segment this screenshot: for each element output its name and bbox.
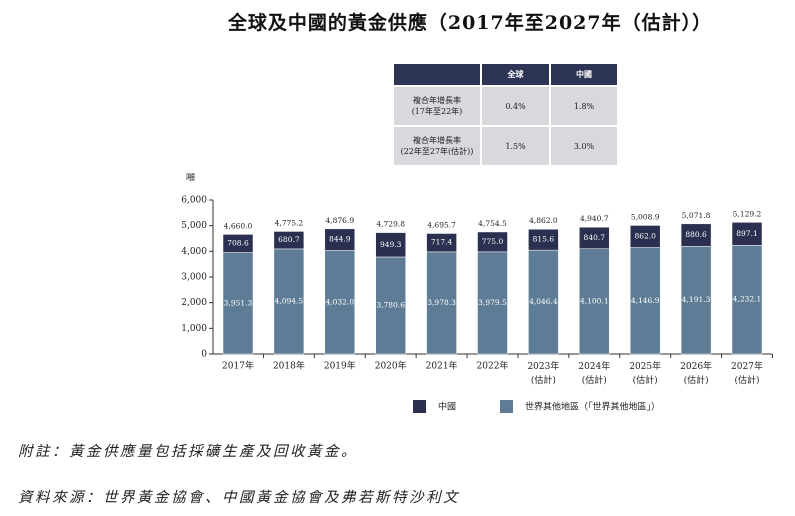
total-label: 4,660.0 xyxy=(224,221,253,230)
bar-segment xyxy=(579,248,610,355)
bar-segment xyxy=(273,248,305,355)
total-label: 4,729.8 xyxy=(376,220,405,229)
bar-segment xyxy=(222,234,254,253)
chart: 噸 0 1,000 2,000 3,000 4,000 5,000 6,000 2017年 3,9… xyxy=(181,172,773,413)
bar-segment xyxy=(375,256,406,355)
x-tick-label: 2021年 xyxy=(426,360,458,372)
segment-label: 4,191.3 xyxy=(682,295,711,304)
table-cell: 0.4% xyxy=(480,85,551,127)
bar-segment xyxy=(375,232,406,258)
table-cell: 複合年增長率 (17年至22年) xyxy=(392,85,482,127)
table-cell: 3.0% xyxy=(549,125,619,167)
y-tick-label: 5,000 xyxy=(181,221,207,231)
y-tick-label: 0 xyxy=(201,350,207,360)
total-label: 5,129.2 xyxy=(733,209,762,218)
segment-label: 4,046.4 xyxy=(529,297,558,306)
segment-label: 4,094.5 xyxy=(275,296,304,305)
total-label: 4,695.7 xyxy=(427,220,456,229)
segment-label: 708.6 xyxy=(227,238,249,247)
segment-label: 815.6 xyxy=(533,235,555,244)
bar-segment xyxy=(324,250,356,355)
total-label: 4,940.7 xyxy=(580,214,609,223)
bar-segment xyxy=(629,225,661,248)
segment-label: 717.4 xyxy=(431,238,453,247)
bar-segment xyxy=(273,231,305,250)
bar-segment xyxy=(731,245,763,355)
total-label: 4,775.2 xyxy=(275,218,304,227)
total-label: 5,071.8 xyxy=(682,211,711,220)
legend-label: 中國 xyxy=(438,401,456,413)
bar-segment xyxy=(579,226,610,250)
table-cell: 複合年增長率 (22年至27年(估計)) xyxy=(392,125,482,167)
bar-segment xyxy=(426,251,457,355)
total-label: 5,008.9 xyxy=(631,212,660,221)
segment-label: 880.6 xyxy=(685,230,707,239)
table-header: 全球 xyxy=(480,62,551,87)
segment-label: 897.1 xyxy=(736,229,757,238)
x-tick-label: 2020年 xyxy=(375,360,407,372)
segment-label: 4,146.9 xyxy=(631,296,660,305)
bar-segment xyxy=(680,223,712,247)
table-header: 中國 xyxy=(549,62,619,87)
bar-segment xyxy=(324,228,356,251)
total-label: 4,862.0 xyxy=(529,216,558,225)
source: 資料來源：世界黃金協會、中國黃金協會及弗若斯特沙利文 xyxy=(18,490,460,506)
bar-segment xyxy=(680,246,712,355)
legend-swatch xyxy=(413,400,426,413)
segment-label: 862.0 xyxy=(634,232,656,241)
segment-label: 4,232.1 xyxy=(733,295,762,304)
y-tick-label: 4,000 xyxy=(181,247,207,257)
bar-segment xyxy=(528,228,559,251)
table-cell: 1.5% xyxy=(480,125,551,167)
bar-segment xyxy=(528,249,559,355)
total-label: 4,754.5 xyxy=(478,219,507,228)
total-label: 4,876.9 xyxy=(325,216,354,225)
segment-label: 3,951.3 xyxy=(224,298,253,307)
x-tick-label: 2019年 xyxy=(324,360,356,372)
segment-label: 3,979.5 xyxy=(478,298,507,307)
segment-label: 840.7 xyxy=(584,233,606,242)
x-tick-label: 2024年(估計) xyxy=(578,360,610,386)
legend-label: 世界其他地區（「世界其他地區」） xyxy=(525,401,660,413)
bar-segment xyxy=(477,231,508,253)
segment-label: 4,100.1 xyxy=(580,296,609,305)
y-tick-label: 3,000 xyxy=(181,273,207,283)
x-tick-label: 2022年 xyxy=(477,360,509,372)
segment-label: 775.0 xyxy=(482,237,504,246)
segment-label: 680.7 xyxy=(278,235,300,244)
x-tick-label: 2027年(估計) xyxy=(731,360,763,386)
y-axis-label: 噸 xyxy=(186,172,195,184)
segment-label: 844.9 xyxy=(329,235,351,244)
bar-segment xyxy=(731,222,763,246)
segment-label: 4,032.0 xyxy=(325,297,354,306)
x-tick-label: 2026年(估計) xyxy=(680,360,712,386)
x-tick-label: 2025年(估計) xyxy=(629,360,661,386)
bar-segment xyxy=(426,233,457,253)
y-tick-label: 1,000 xyxy=(181,324,207,334)
x-tick-label: 2017年 xyxy=(222,360,254,372)
note: 附註：黃金供應量包括採礦生產及回收黃金。 xyxy=(18,444,358,460)
bar-segment xyxy=(477,251,508,355)
y-tick-label: 2,000 xyxy=(181,298,207,308)
table-cell: 1.8% xyxy=(549,85,619,127)
bar-segment xyxy=(222,252,254,355)
x-tick-label: 2023年(估計) xyxy=(527,360,559,386)
cagr-table: 全球 中國 複合年增長率 (17年至22年) 0.4% 1.8% 複合年增長率 (22… xyxy=(392,62,619,167)
bar-segment xyxy=(629,247,661,355)
segment-label: 3,978.3 xyxy=(427,298,456,307)
segment-label: 3,780.6 xyxy=(376,300,405,309)
title: 全球及中國的黃金供應（2017年至2027年（估計）） xyxy=(227,12,713,34)
x-tick-label: 2018年 xyxy=(273,360,305,372)
legend-swatch xyxy=(500,400,513,413)
segment-label: 949.3 xyxy=(380,240,402,249)
table-header xyxy=(392,62,482,87)
y-tick-label: 6,000 xyxy=(181,196,207,206)
